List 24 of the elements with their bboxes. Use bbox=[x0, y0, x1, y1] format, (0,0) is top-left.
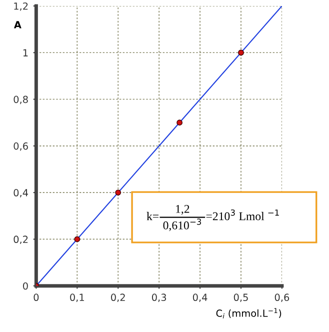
annotation: 1,2 bbox=[176, 204, 190, 215]
y-tick-label: 0 bbox=[23, 282, 28, 290]
annotation: 0,610$^{−3}$ bbox=[163, 218, 202, 232]
point bbox=[74, 236, 80, 242]
x-tick-label: 0,2 bbox=[111, 294, 125, 302]
y-tick-label: 0,2 bbox=[14, 236, 28, 244]
x-tick-label: 0,6 bbox=[274, 294, 290, 302]
y-tick-label: 0,6 bbox=[14, 142, 28, 151]
x-axis-title: C$_{i}$ (mmol.L$^{−1}$) bbox=[216, 308, 282, 318]
annotation: k= bbox=[146, 212, 158, 220]
x-tick-label: 0,4 bbox=[192, 294, 208, 302]
point bbox=[176, 120, 182, 126]
y-axis-title: A bbox=[14, 21, 22, 28]
y-tick-label: 0,4 bbox=[14, 189, 28, 198]
x-tick-label: 0,1 bbox=[70, 294, 84, 302]
x-tick-label: 0,3 bbox=[152, 294, 166, 302]
y-tick-label: 1 bbox=[23, 49, 28, 56]
x-tick-label: 0,5 bbox=[234, 294, 248, 302]
annotation: =210$^{3}$ Lmol $^{−1}$ bbox=[206, 209, 279, 220]
y-tick-label: 1,2 bbox=[14, 2, 28, 11]
point bbox=[238, 50, 244, 56]
x-tick-label: 0 bbox=[34, 294, 39, 302]
point bbox=[115, 190, 122, 196]
y-tick-label: 0,8 bbox=[14, 96, 28, 104]
